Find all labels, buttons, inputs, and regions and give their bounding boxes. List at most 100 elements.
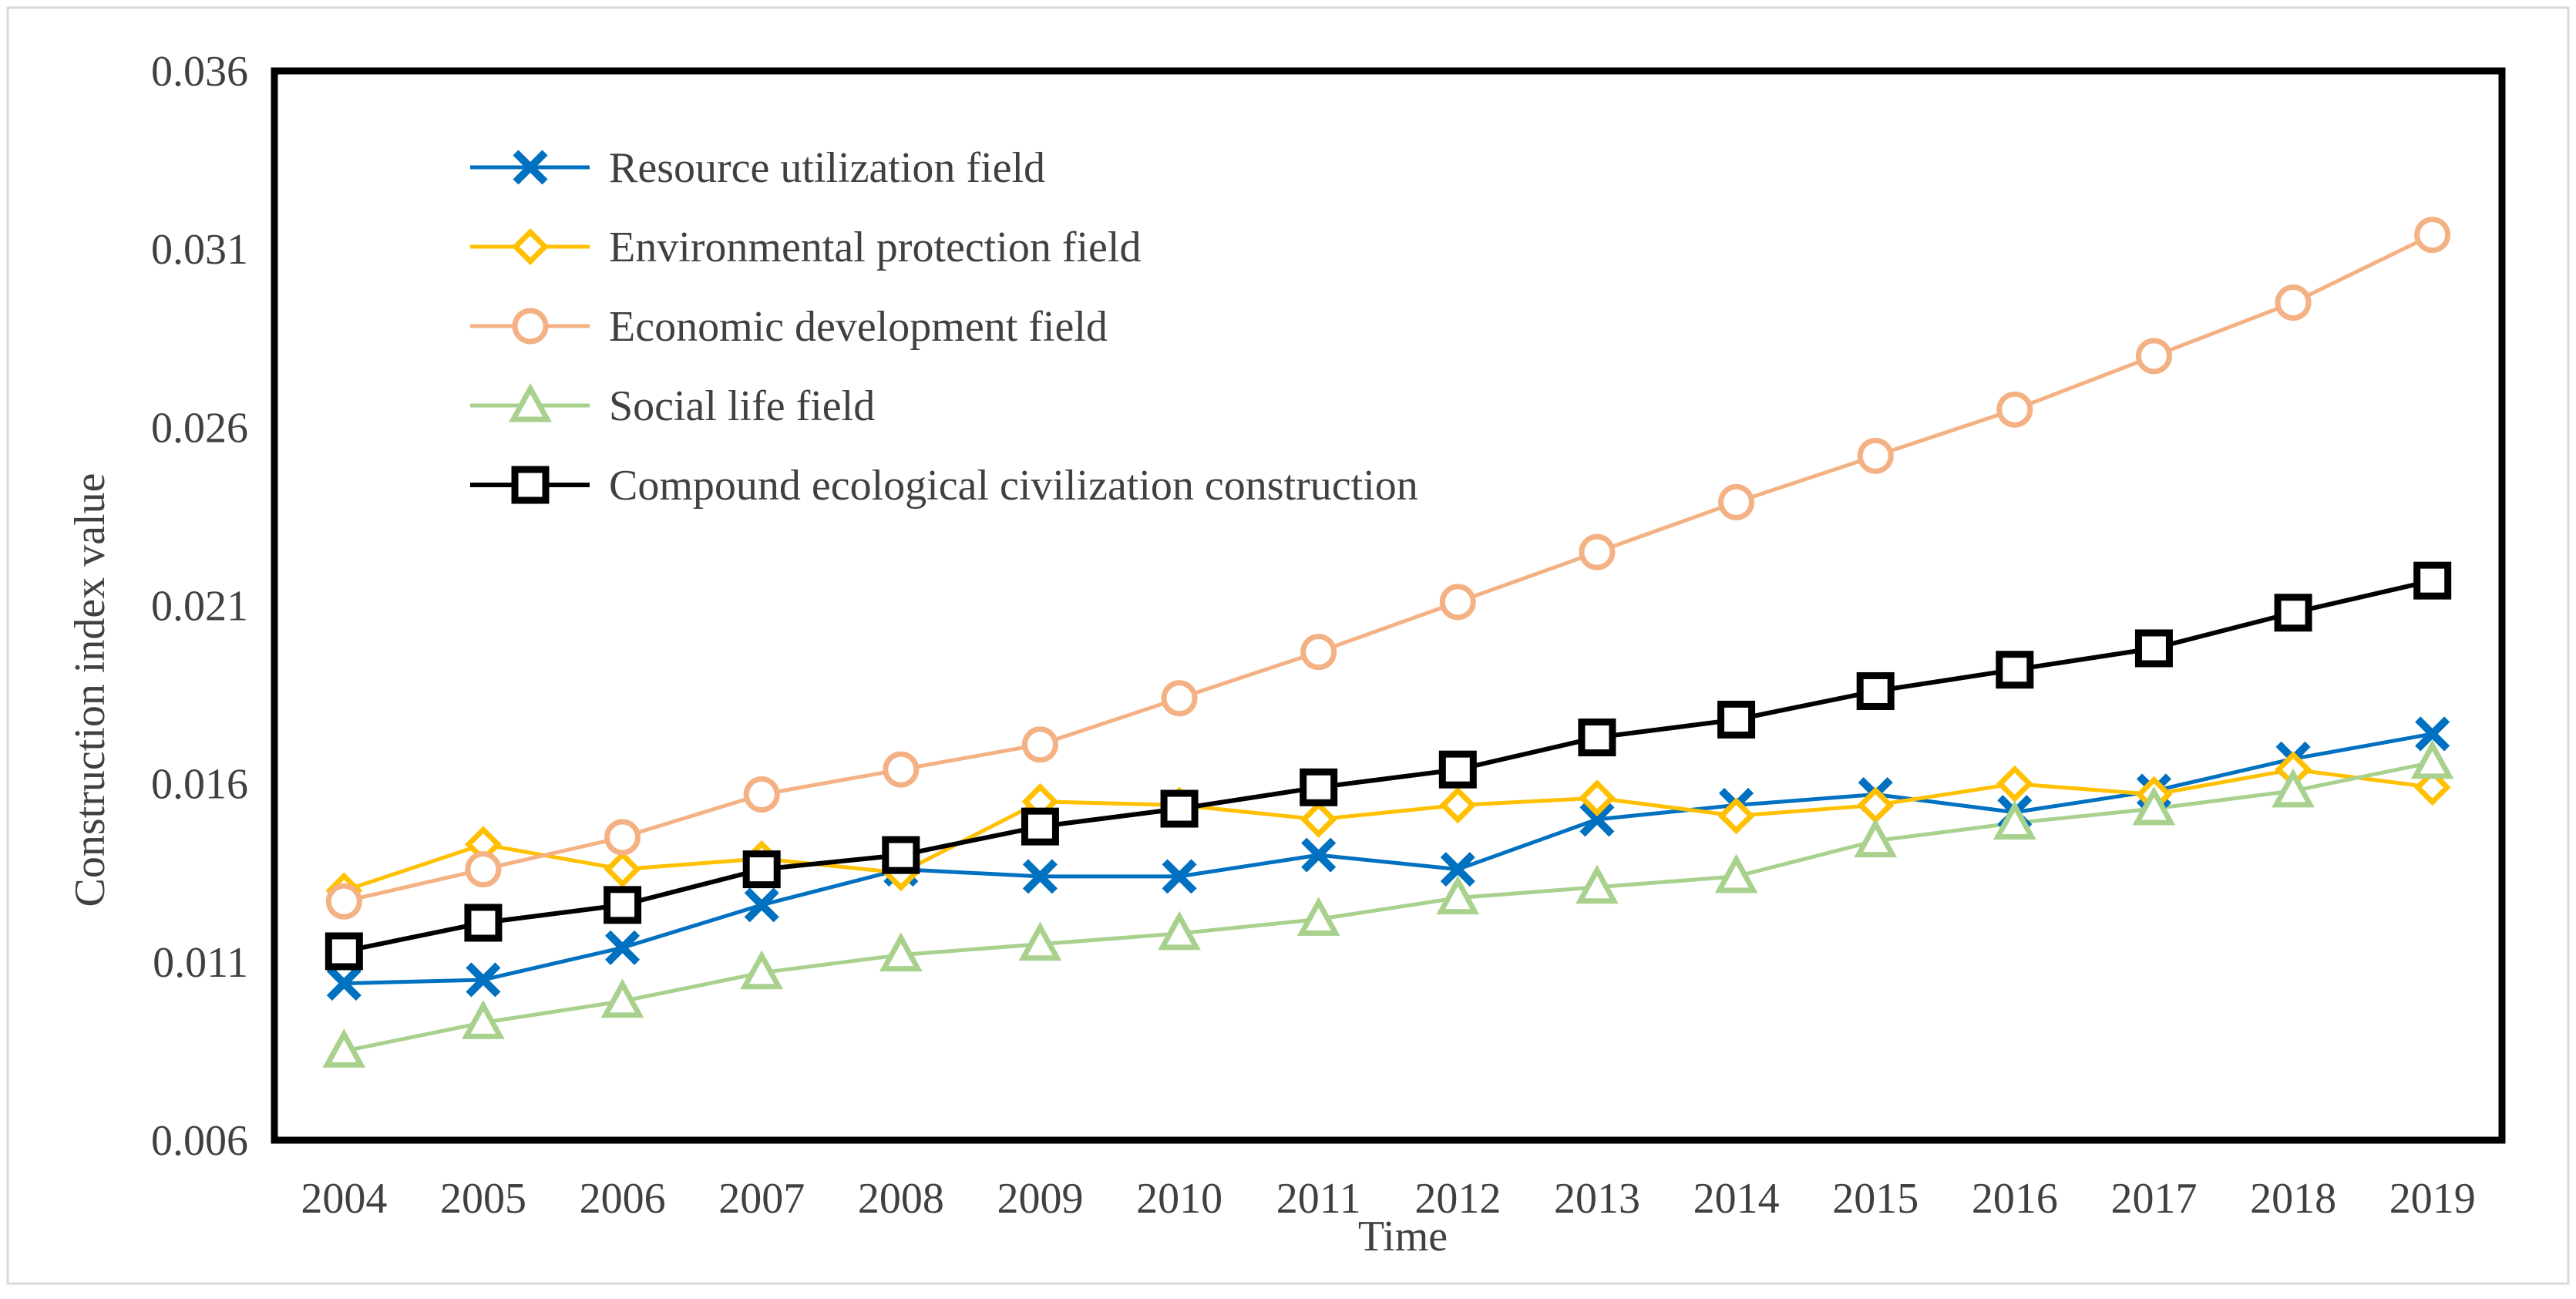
data-point-compound-ecological-civilization-construction — [1438, 750, 1477, 789]
data-point-economic-development-field — [2275, 284, 2312, 321]
data-point-compound-ecological-civilization-construction — [1996, 651, 2034, 689]
x-tick-label: 2019 — [2389, 1175, 2476, 1223]
series-markers-economic-development-field — [325, 217, 2451, 920]
data-point-environmental-protection-field — [1996, 765, 2033, 803]
x-tick-label: 2018 — [2250, 1175, 2336, 1223]
data-point-resource-utilization-field-stroke-b — [466, 962, 501, 998]
data-point-social-life-field — [462, 1000, 505, 1039]
series-markers — [322, 217, 2454, 1068]
plot-area-frame — [271, 67, 2506, 1144]
data-point-resource-utilization-field-stroke-b — [1579, 802, 1615, 837]
data-point-social-life-field — [1158, 910, 1201, 951]
x-axis-title: Time — [1358, 1213, 1448, 1260]
data-point-economic-development-field — [2414, 217, 2451, 254]
data-point-social-life-field — [740, 950, 784, 990]
data-point-compound-ecological-civilization-construction — [464, 904, 503, 942]
legend-label-economic-development-field: Economic development field — [609, 303, 1108, 351]
data-point-resource-utilization-field-stroke-b — [326, 966, 362, 1001]
data-point-resource-utilization-field — [2415, 716, 2450, 752]
data-point-resource-utilization-field — [605, 930, 641, 965]
legend-marker-resource-utilization-field — [513, 150, 548, 185]
data-point-compound-ecological-civilization-construction — [1856, 671, 1895, 710]
data-point-social-life-field — [600, 978, 644, 1018]
data-point-resource-utilization-field — [1301, 837, 1337, 873]
data-point-social-life-field — [879, 932, 923, 972]
data-point-social-life-field — [1993, 800, 2036, 840]
y-axis: 0.006 0.011 0.016 0.021 0.026 0.031 0.036 — [151, 48, 248, 1165]
x-axis: 2004 2005 2006 2007 2008 2009 2010 2011 2012 2013… — [301, 1175, 2475, 1223]
data-point-economic-development-field — [2135, 338, 2172, 375]
data-point-economic-development-field — [1439, 584, 1476, 621]
x-tick-label: 2007 — [718, 1175, 805, 1223]
data-point-environmental-protection-field — [2413, 769, 2451, 806]
data-point-resource-utilization-field — [1022, 859, 1058, 894]
data-point-compound-ecological-civilization-construction — [1021, 807, 1059, 846]
data-point-compound-ecological-civilization-construction — [1578, 718, 1616, 757]
data-point-resource-utilization-field — [466, 962, 501, 998]
y-tick-label: 0.036 — [151, 48, 248, 96]
y-tick-label: 0.006 — [151, 1117, 248, 1165]
data-point-compound-ecological-civilization-construction — [882, 836, 920, 874]
series-line-social-life-field — [343, 760, 2433, 1053]
y-tick-label: 0.016 — [151, 761, 248, 809]
data-point-social-life-field — [2272, 768, 2315, 808]
legend-marker-environmental-protection-field — [512, 228, 549, 265]
data-point-social-life-field — [1296, 897, 1340, 936]
series-lines — [343, 233, 2433, 1053]
data-point-social-life-field — [322, 1028, 366, 1068]
data-point-resource-utilization-field-stroke-b — [1162, 859, 1197, 894]
data-point-social-life-field — [1018, 921, 1062, 961]
y-tick-label: 0.031 — [151, 226, 248, 274]
data-point-resource-utilization-field — [1579, 802, 1615, 837]
data-point-resource-utilization-field-stroke-b — [1301, 837, 1337, 873]
series-layer — [322, 217, 2454, 1068]
figure-border — [6, 6, 2570, 1285]
data-point-resource-utilization-field — [744, 887, 779, 923]
data-point-environmental-protection-field — [604, 850, 641, 888]
series-line-environmental-protection-field — [343, 767, 2433, 893]
data-point-compound-ecological-civilization-construction — [325, 932, 363, 971]
data-point-compound-ecological-civilization-construction — [1717, 700, 1756, 739]
series-line-compound-ecological-civilization-construction — [343, 578, 2433, 954]
data-point-economic-development-field — [1857, 437, 1894, 474]
data-point-economic-development-field — [325, 883, 362, 920]
legend-marker-resource-utilization-field-stroke-b — [513, 150, 548, 185]
x-tick-label: 2017 — [2110, 1175, 2197, 1223]
data-point-economic-development-field — [604, 819, 641, 856]
data-point-compound-ecological-civilization-construction — [2413, 561, 2452, 600]
data-point-resource-utilization-field-stroke-b — [2415, 716, 2450, 752]
data-point-economic-development-field — [465, 851, 502, 888]
series-markers-compound-ecological-civilization-construction — [325, 561, 2452, 971]
data-point-compound-ecological-civilization-construction — [1160, 789, 1199, 828]
data-point-social-life-field — [2410, 739, 2454, 779]
data-point-economic-development-field — [1161, 680, 1198, 717]
legend-label-resource-utilization-field: Resource utilization field — [609, 144, 1045, 192]
data-point-economic-development-field — [743, 776, 780, 813]
data-point-social-life-field — [2132, 786, 2176, 826]
legend-marker-economic-development-field — [512, 308, 549, 345]
data-point-environmental-protection-field — [1300, 800, 1337, 838]
y-tick-label: 0.021 — [151, 583, 248, 631]
legend-item-environmental-protection-field: Environmental protection field — [470, 224, 1141, 271]
x-tick-label: 2010 — [1136, 1175, 1222, 1223]
data-point-resource-utilization-field-stroke-b — [1440, 852, 1475, 887]
y-tick-label: 0.026 — [151, 404, 248, 452]
legend-label-environmental-protection-field: Environmental protection field — [609, 224, 1141, 271]
x-tick-label: 2015 — [1832, 1175, 1919, 1223]
legend-marker-social-life-field — [509, 382, 552, 422]
data-point-economic-development-field — [1718, 483, 1755, 520]
legend: Resource utilization field Environmental … — [470, 144, 1418, 510]
data-point-social-life-field — [1854, 818, 1898, 858]
x-tick-label: 2005 — [440, 1175, 526, 1223]
data-point-environmental-protection-field — [1717, 797, 1755, 835]
legend-label-compound-ecological-civilization-construction: Compound ecological civilization constru… — [609, 462, 1418, 510]
data-point-economic-development-field — [1021, 726, 1058, 763]
y-axis-title: Construction index value — [66, 473, 114, 907]
data-point-resource-utilization-field — [326, 966, 362, 1001]
data-point-compound-ecological-civilization-construction — [2274, 594, 2312, 632]
x-tick-label: 2012 — [1414, 1175, 1501, 1223]
series-markers-social-life-field — [322, 739, 2454, 1068]
x-tick-label: 2013 — [1554, 1175, 1640, 1223]
